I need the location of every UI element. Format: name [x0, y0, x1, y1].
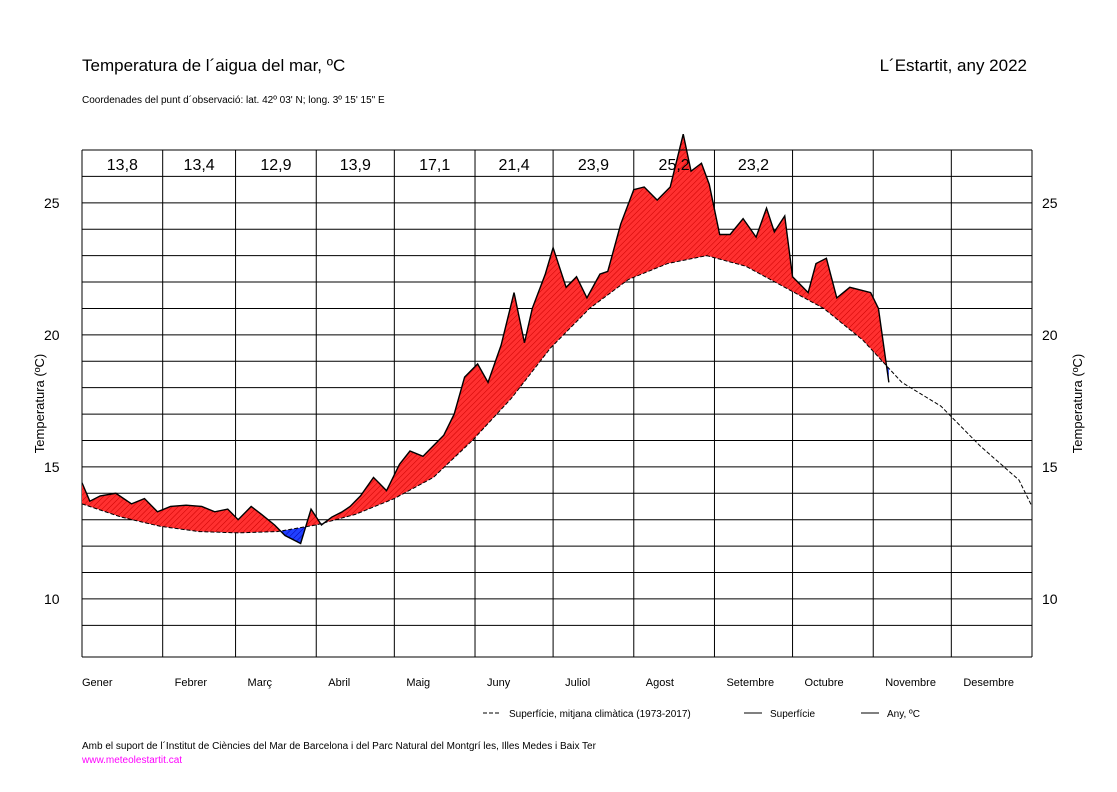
y-tick-label-left: 25: [44, 195, 60, 211]
legend-label: Superfície, mitjana climàtica (1973-2017…: [509, 709, 691, 720]
month-label: Octubre: [805, 677, 844, 689]
monthly-mean-label: 23,9: [578, 157, 609, 174]
month-label: Maig: [406, 677, 430, 689]
legend-label: Any, ºC: [887, 709, 920, 720]
monthly-mean-label: 21,4: [498, 157, 529, 174]
anomaly-above-area: [82, 134, 889, 533]
month-label: Desembre: [963, 677, 1014, 689]
y-axis-label-right: Temperatura (ºC): [1070, 354, 1085, 453]
coordinates-text: Coordenades del punt d´observació: lat. …: [82, 95, 385, 106]
monthly-mean-label: 25,2: [659, 157, 690, 174]
monthly-mean-label: 17,1: [419, 157, 450, 174]
monthly-mean-label: 12,9: [260, 157, 291, 174]
y-tick-label-right: 10: [1042, 591, 1058, 607]
climate-line: [81, 255, 1033, 534]
plot-frame: [82, 149, 1032, 658]
monthly-mean-label: 13,8: [107, 157, 138, 174]
month-label: Febrer: [175, 677, 208, 689]
website-link[interactable]: www.meteolestartit.cat: [82, 755, 183, 766]
month-label: Setembre: [726, 677, 774, 689]
monthly-mean-label: 13,4: [184, 157, 215, 174]
y-tick-label-right: 25: [1042, 195, 1058, 211]
credit-text: Amb el suport de l´Institut de Ciències …: [82, 741, 596, 752]
month-label: Agost: [646, 677, 674, 689]
series-lines: [81, 133, 1033, 545]
month-label: Juny: [487, 677, 511, 689]
legend-label: Superfície: [770, 709, 815, 720]
legend: Superfície, mitjana climàtica (1973-2017…: [483, 709, 920, 720]
chart-labels: 10 10 15 15 20 20 25 25 Temperatura (ºC) Temperat…: [32, 157, 1085, 689]
monthly-mean-label: 13,9: [340, 157, 371, 174]
monthly-mean-label: 23,2: [738, 157, 769, 174]
y-tick-label-left: 20: [44, 327, 60, 343]
chart-title: Temperatura de l´aigua del mar, ºC: [82, 56, 346, 75]
y-tick-label-left: 10: [44, 591, 60, 607]
month-label: Abril: [328, 677, 350, 689]
y-axis-label-left: Temperatura (ºC): [32, 354, 47, 453]
location-year: L´Estartit, any 2022: [879, 56, 1027, 75]
year-2022-line: [81, 133, 890, 545]
month-label: Juliol: [565, 677, 590, 689]
month-label: Novembre: [885, 677, 936, 689]
month-label: Març: [248, 677, 273, 689]
month-label: Gener: [82, 677, 113, 689]
anomaly-areas: [82, 134, 889, 544]
y-tick-label-right: 15: [1042, 459, 1058, 475]
grid: [81, 150, 1033, 657]
y-tick-label-right: 20: [1042, 327, 1058, 343]
y-tick-label-left: 15: [44, 459, 60, 475]
anomaly-below-area: [82, 255, 889, 544]
